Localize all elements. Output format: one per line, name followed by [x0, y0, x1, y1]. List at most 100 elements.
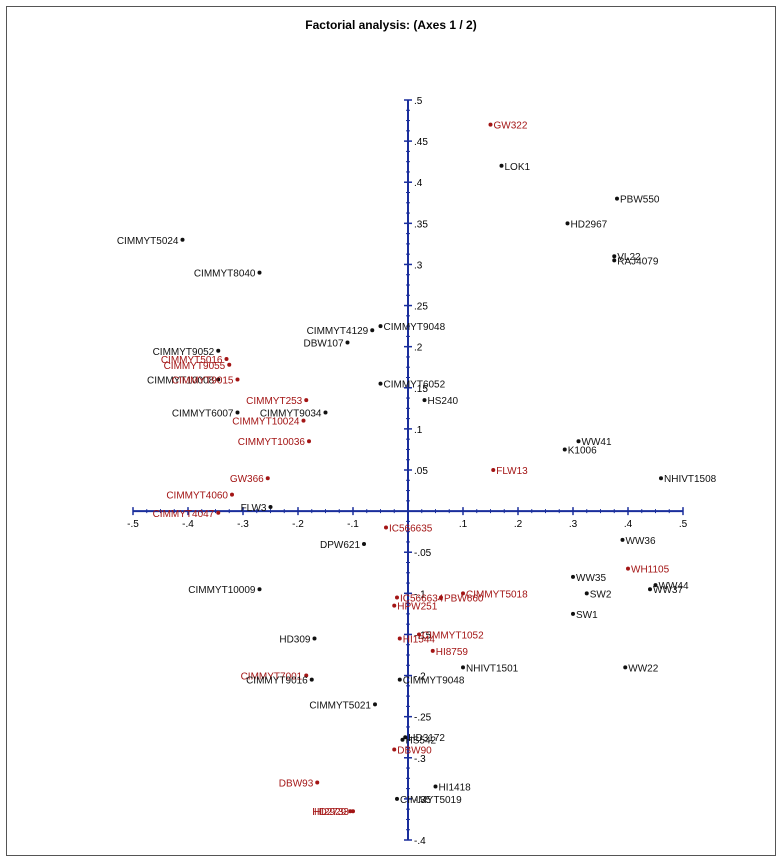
- data-point-label: SW2: [590, 589, 612, 600]
- data-point-marker: [392, 747, 397, 752]
- data-point-marker: [216, 348, 221, 353]
- data-point: CIMMYT1052: [417, 630, 484, 641]
- data-point-marker: [461, 665, 465, 670]
- data-point-marker: [235, 410, 240, 415]
- y-tick-label: .3: [414, 260, 423, 271]
- tick-layer: -.5 -.4 -.3 -.2 -.1 .1 .2 .3 .4 .5 .5 .45 .4 .35 .3 .25…: [127, 96, 687, 847]
- data-point: HD2733: [312, 807, 355, 818]
- data-point-marker: [576, 439, 581, 444]
- data-point-label: CIMMYT1052: [422, 630, 484, 641]
- data-point-marker: [461, 591, 465, 596]
- data-point: CIMMYT5024: [117, 236, 185, 247]
- data-point-marker: [584, 591, 589, 596]
- data-point: HPW251: [392, 602, 438, 613]
- data-point-marker: [433, 784, 438, 789]
- data-point-label: CIMMYT9055: [164, 361, 226, 372]
- data-point: DPW621: [320, 540, 366, 551]
- data-point: HI1418: [433, 783, 471, 794]
- data-point: CIMMYT4129: [307, 326, 375, 337]
- data-point-label: WW36: [626, 536, 656, 547]
- data-point-label: HD2967: [571, 219, 608, 230]
- y-tick-label: -.2: [414, 672, 426, 683]
- data-point-label: CIMMYT9048: [384, 322, 446, 333]
- chart-frame: [6, 6, 776, 856]
- y-tick-label: .1: [414, 425, 423, 436]
- data-point-marker: [307, 439, 311, 444]
- data-point-label: WW35: [576, 573, 606, 584]
- data-point: PBW660: [439, 593, 484, 604]
- y-tick-label: -.1: [414, 589, 426, 600]
- data-point-marker: [301, 418, 306, 423]
- y-tick-label: .5: [414, 96, 423, 107]
- data-point: HI1544: [397, 635, 436, 646]
- data-point-marker: [403, 735, 408, 740]
- data-point: CIMMYT4047: [153, 509, 221, 520]
- data-point: CIMMYT8040: [194, 269, 262, 280]
- data-point-marker: [315, 780, 320, 785]
- data-point-label: NHIVT1508: [664, 474, 717, 485]
- x-tick-label: -.5: [127, 519, 139, 530]
- data-point-marker: [400, 737, 405, 742]
- data-point-label: DPW621: [320, 540, 360, 551]
- data-point-label: VL22: [617, 252, 641, 263]
- data-point-marker: [571, 574, 575, 579]
- data-point: VL22: [612, 252, 641, 263]
- data-point-marker: [180, 237, 185, 242]
- data-point-label: WW22: [628, 663, 658, 674]
- data-point-marker: [309, 677, 314, 682]
- data-point-marker: [417, 632, 421, 637]
- y-tick-label: .45: [414, 137, 428, 148]
- data-point: GW366: [230, 474, 270, 485]
- x-tick-label: .5: [679, 519, 688, 530]
- data-point-label: HI2929: [314, 807, 347, 818]
- data-point: DBW90: [392, 746, 432, 757]
- y-tick-label: .25: [414, 302, 428, 313]
- data-point-marker: [348, 809, 353, 814]
- data-point: HD3172: [403, 733, 445, 744]
- data-point-marker: [623, 665, 628, 670]
- x-tick-label: .1: [459, 519, 468, 530]
- data-point-marker: [227, 362, 232, 367]
- data-point-label: CIMMYT8040: [194, 269, 256, 280]
- data-point-label: LOK1: [505, 162, 531, 173]
- data-point-label: CIMMYT9015: [172, 376, 234, 387]
- data-point-label: CIMMYT5019: [400, 795, 462, 806]
- y-tick-label: .2: [414, 343, 423, 354]
- data-point: CIMMYT5021: [309, 700, 377, 711]
- data-point-marker: [397, 677, 402, 682]
- data-point-label: CIMMYT4047: [153, 509, 215, 520]
- data-point: CIMMYT5016: [161, 355, 229, 366]
- data-point: HS240: [422, 396, 459, 407]
- data-point: CIMMYT9055: [164, 361, 232, 372]
- data-point-label: DBW107: [303, 339, 343, 350]
- data-point-label: GW322: [494, 121, 528, 132]
- data-point-label: CIMMYT10009: [188, 585, 256, 596]
- data-point-marker: [312, 636, 317, 641]
- data-point: CIMMYT10024: [232, 417, 306, 428]
- data-point-marker: [626, 566, 630, 571]
- data-point: WW22: [623, 663, 659, 674]
- data-point: WW44: [653, 581, 689, 592]
- data-point-label: HPW251: [397, 602, 437, 613]
- data-point-label: HI8759: [436, 647, 469, 658]
- x-tick-label: -.4: [182, 519, 194, 530]
- data-point: WW41: [576, 437, 612, 448]
- y-tick-label: -.05: [414, 548, 432, 559]
- data-point-marker: [257, 587, 262, 592]
- data-point-label: HI1544: [403, 635, 436, 646]
- data-point-marker: [612, 258, 617, 263]
- data-point-label: HD309: [279, 635, 311, 646]
- data-point: WH1105: [626, 565, 670, 576]
- data-point-label: NHIVT1501: [466, 663, 519, 674]
- data-point: PBW550: [615, 195, 660, 206]
- x-tick-label: .4: [624, 519, 633, 530]
- data-point-marker: [620, 537, 625, 542]
- y-tick-label: .05: [414, 466, 428, 477]
- y-tick-label: -.3: [414, 754, 426, 765]
- data-point: HD309: [279, 635, 317, 646]
- data-point-label: HS240: [428, 396, 459, 407]
- data-point: CIMMYT10009: [188, 585, 262, 596]
- data-point-label: GW366: [230, 474, 264, 485]
- data-point-label: CIMMYT7001: [241, 672, 303, 683]
